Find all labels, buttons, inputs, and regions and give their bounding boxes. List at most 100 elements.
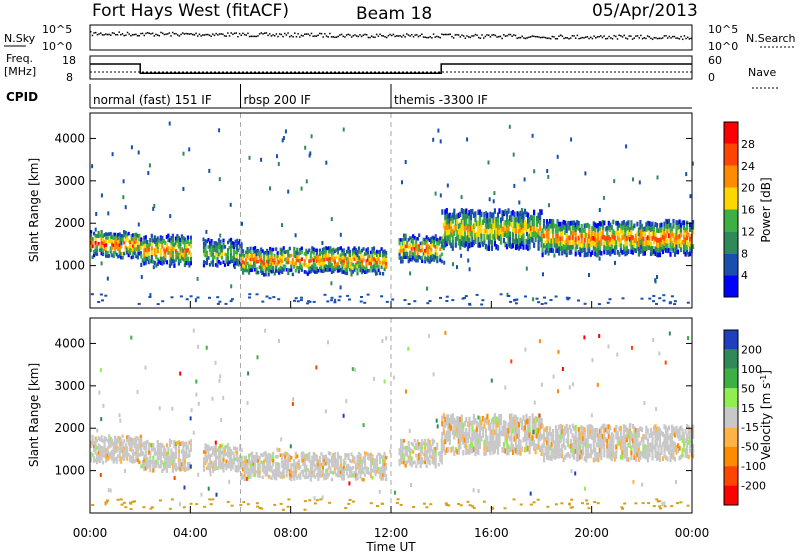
range-gate-cell bbox=[413, 257, 416, 262]
range-gate-cell bbox=[170, 261, 173, 266]
range-gate-cell bbox=[552, 433, 555, 439]
range-gate-cell bbox=[552, 438, 555, 444]
range-gate-cell bbox=[242, 249, 245, 253]
range-gate-cell bbox=[210, 453, 213, 457]
range-gate-cell bbox=[133, 452, 136, 456]
nsky-point bbox=[151, 32, 154, 35]
range-gate-cell bbox=[425, 457, 428, 461]
range-gate-cell bbox=[261, 267, 264, 271]
nsky-point bbox=[161, 32, 164, 35]
range-gate-cell bbox=[454, 225, 457, 232]
range-gate-cell bbox=[141, 442, 144, 448]
range-gate-cell bbox=[517, 421, 521, 428]
near-range-echo bbox=[663, 505, 667, 508]
range-gate-cell bbox=[459, 444, 462, 450]
range-gate-cell bbox=[380, 477, 383, 481]
range-gate-cell bbox=[547, 245, 550, 251]
range-gate-cell bbox=[176, 234, 179, 239]
range-gate-cell bbox=[220, 450, 224, 455]
range-gate-cell bbox=[631, 433, 634, 439]
range-gate-cell bbox=[409, 454, 412, 459]
scatter-echo bbox=[532, 430, 535, 435]
range-gate-cell bbox=[469, 209, 472, 215]
range-gate-cell bbox=[207, 448, 210, 452]
nsky-point bbox=[498, 35, 500, 38]
range-gate-cell bbox=[380, 261, 383, 266]
range-gate-cell bbox=[466, 240, 469, 246]
range-gate-cell bbox=[306, 475, 309, 479]
range-gate-cell bbox=[669, 438, 672, 443]
range-gate-cell bbox=[522, 244, 525, 250]
range-gate-cell bbox=[678, 229, 681, 234]
scatter-echo bbox=[325, 160, 328, 165]
range-gate-cell bbox=[311, 246, 314, 250]
range-gate-cell bbox=[246, 247, 249, 251]
range-gate-cell bbox=[633, 450, 636, 456]
range-gate-cell bbox=[329, 257, 332, 261]
range-gate-cell bbox=[630, 435, 633, 441]
range-gate-cell bbox=[655, 456, 659, 461]
range-gate-cell bbox=[517, 427, 521, 433]
nsky-point bbox=[414, 34, 416, 36]
range-gate-cell bbox=[654, 424, 657, 429]
scatter-echo bbox=[109, 488, 112, 493]
colorbar-swatch bbox=[724, 231, 738, 254]
range-gate-cell bbox=[150, 460, 153, 465]
nsky-point bbox=[651, 38, 654, 41]
range-gate-cell bbox=[445, 208, 448, 214]
range-gate-cell bbox=[672, 440, 675, 446]
range-gate-cell bbox=[669, 242, 672, 248]
range-gate-cell bbox=[170, 248, 173, 253]
range-gate-cell bbox=[90, 244, 93, 249]
range-gate-cell bbox=[652, 229, 656, 235]
range-gate-cell bbox=[594, 246, 597, 252]
range-gate-cell bbox=[374, 265, 377, 270]
range-gate-cell bbox=[594, 251, 597, 257]
freq-tick-bottom: 8 bbox=[66, 71, 73, 84]
scatter-echo bbox=[189, 416, 192, 421]
range-gate-cell bbox=[138, 233, 141, 238]
range-gate-cell bbox=[585, 242, 588, 248]
range-gate-cell bbox=[174, 454, 177, 459]
range-gate-cell bbox=[246, 459, 249, 463]
scatter-echo bbox=[292, 397, 295, 402]
range-gate-cell bbox=[516, 211, 519, 217]
range-gate-cell bbox=[424, 453, 427, 457]
range-gate-cell bbox=[413, 460, 416, 465]
scatter-echo bbox=[468, 267, 471, 272]
range-gate-cell bbox=[469, 436, 472, 443]
range-gate-cell bbox=[483, 228, 486, 234]
range-gate-cell bbox=[672, 450, 675, 456]
range-gate-cell bbox=[686, 448, 689, 453]
range-gate-cell bbox=[468, 237, 471, 243]
range-gate-cell bbox=[270, 248, 273, 252]
range-gate-cell bbox=[410, 254, 413, 258]
near-range-echo bbox=[457, 503, 461, 505]
range-gate-cell bbox=[106, 446, 109, 450]
range-gate-cell bbox=[321, 466, 324, 470]
range-gate-cell bbox=[612, 448, 615, 453]
range-gate-cell bbox=[249, 246, 252, 251]
range-gate-cell bbox=[132, 255, 135, 259]
range-gate-cell bbox=[233, 245, 236, 250]
nsky-point bbox=[360, 35, 363, 38]
nsky-point bbox=[280, 33, 283, 36]
range-gate-cell bbox=[345, 264, 349, 268]
range-gate-cell bbox=[403, 446, 406, 450]
scatter-echo bbox=[556, 154, 559, 159]
range-gate-cell bbox=[366, 247, 370, 251]
range-gate-cell bbox=[583, 252, 586, 258]
range-gate-cell bbox=[477, 242, 480, 248]
near-range-echo bbox=[662, 299, 666, 302]
range-gate-cell bbox=[424, 446, 427, 450]
scatter-echo bbox=[147, 171, 150, 175]
range-gate-cell bbox=[152, 443, 155, 448]
range-gate-cell bbox=[678, 243, 681, 249]
range-gate-cell bbox=[140, 237, 143, 242]
nsky-point bbox=[578, 37, 580, 40]
colorbar-swatch bbox=[724, 388, 738, 408]
scatter-echo bbox=[570, 469, 573, 474]
range-gate-cell bbox=[517, 234, 521, 240]
range-gate-cell bbox=[144, 256, 147, 261]
range-gate-cell bbox=[562, 224, 565, 230]
